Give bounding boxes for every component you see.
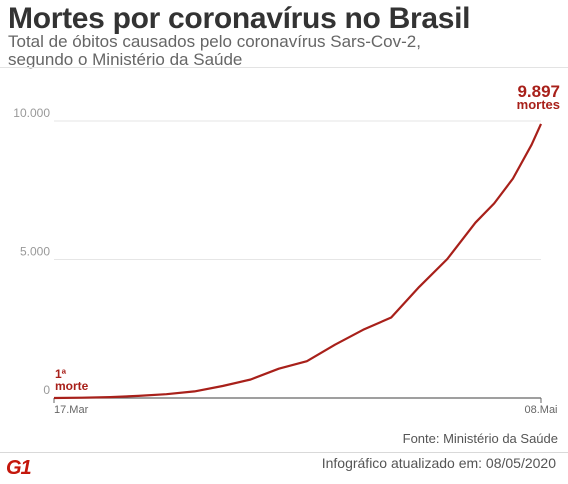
x-axis-ticks: 17.Mar 08.Mai — [53, 398, 558, 416]
start-annotation-unit: morte — [55, 379, 89, 393]
g1-logo: G1 — [6, 457, 32, 479]
end-annotation-number: 9.897 — [517, 82, 560, 101]
grid-lines — [54, 120, 541, 260]
footer-divider — [0, 452, 568, 453]
updated-note: Infográfico atualizado em: 08/05/2020 — [321, 455, 556, 471]
y-tick-label: 0 — [43, 383, 50, 397]
x-tick-label: 17.Mar — [54, 404, 89, 416]
start-annotation-number: 1ª — [55, 367, 67, 381]
header-divider — [0, 67, 568, 68]
x-tick-label: 08.Mai — [524, 404, 557, 416]
chart-subtitle: Total de óbitos causados pelo coronavíru… — [8, 33, 421, 69]
y-tick-label: 10.000 — [13, 106, 50, 120]
y-tick-label: 5.000 — [20, 245, 50, 259]
source-note: Fonte: Ministério da Saúde — [402, 431, 558, 446]
line-chart: 10.000 5.000 0 17.Mar 08.Mai 1ª morte 9.897… — [13, 82, 560, 416]
deaths-series-line — [53, 123, 543, 400]
y-axis-ticks: 10.000 5.000 0 — [13, 106, 50, 397]
end-annotation-unit: mortes — [517, 97, 560, 112]
subtitle-line-2: segundo o Ministério da Saúde — [8, 50, 243, 69]
subtitle-line-1: Total de óbitos causados pelo coronavíru… — [8, 32, 421, 51]
chart-title: Mortes por coronavírus no Brasil — [8, 2, 471, 35]
